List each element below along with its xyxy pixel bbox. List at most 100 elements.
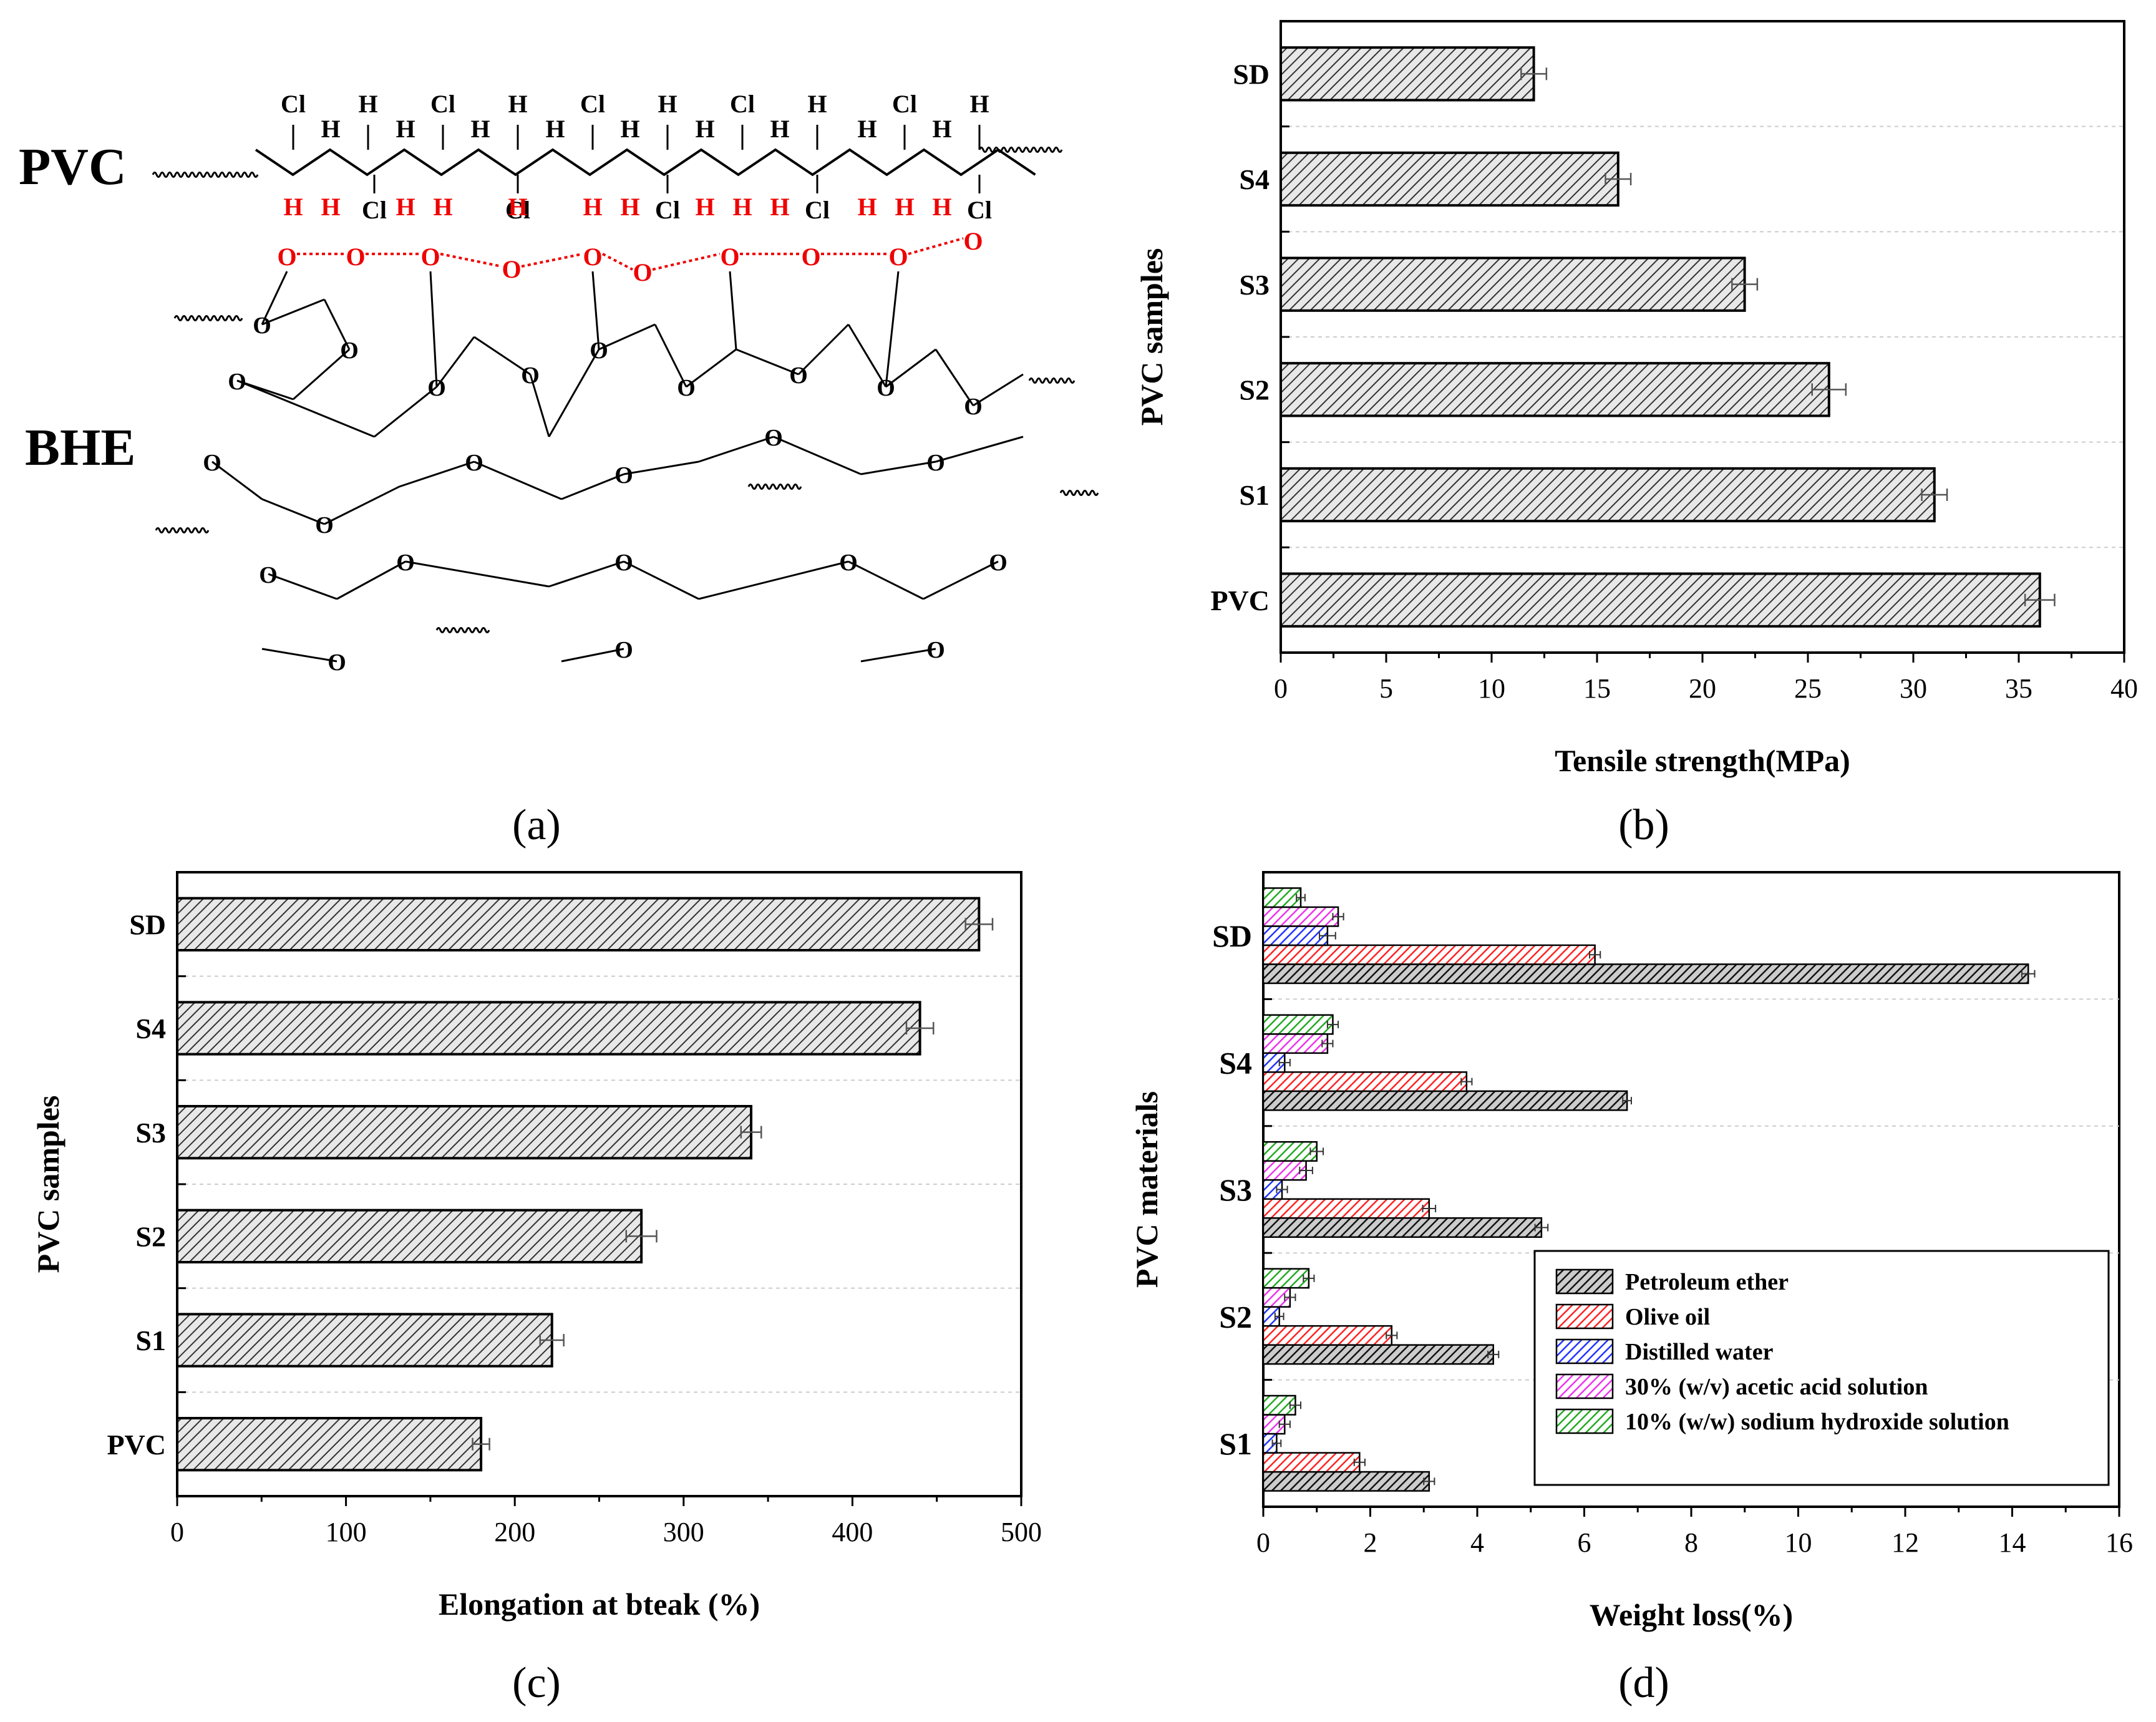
atom-o-red: O bbox=[277, 243, 296, 271]
atom-o: O bbox=[614, 550, 633, 576]
x-tick-label: 10 bbox=[1785, 1527, 1812, 1558]
atom-o: O bbox=[203, 450, 221, 476]
ester-bond bbox=[324, 485, 400, 525]
atom-o: O bbox=[614, 637, 633, 663]
x-tick-label: 35 bbox=[2005, 673, 2032, 704]
ester-bond bbox=[729, 271, 737, 350]
atom-h: H bbox=[695, 115, 714, 143]
chain-end bbox=[1028, 377, 1076, 384]
atom-h-red: H bbox=[508, 193, 527, 221]
bar-petroleum-ether bbox=[1262, 1471, 1430, 1492]
legend-entry: 10% (w/w) sodium hydroxide solution bbox=[1625, 1409, 2009, 1435]
bar bbox=[1280, 46, 1535, 102]
y-tick-label: SD bbox=[1233, 58, 1270, 90]
x-tick-label: 5 bbox=[1379, 673, 1393, 704]
atom-top: Cl bbox=[430, 90, 455, 118]
y-tick-label: S1 bbox=[135, 1325, 166, 1356]
y-axis-label: PVC samples bbox=[31, 1096, 66, 1273]
atom-o: O bbox=[328, 649, 346, 676]
atom-o: O bbox=[259, 562, 278, 588]
ester-bond bbox=[236, 379, 375, 438]
legend-entry: Olive oil bbox=[1625, 1304, 1710, 1330]
atom-h: H bbox=[770, 115, 789, 143]
ester-bond bbox=[323, 299, 351, 350]
x-tick-label: 14 bbox=[1999, 1527, 2026, 1558]
x-tick-label: 30 bbox=[1900, 673, 1927, 704]
atom-h-red: H bbox=[770, 193, 789, 221]
y-tick-label: PVC bbox=[107, 1429, 166, 1461]
atom-o: O bbox=[340, 338, 359, 364]
atom-top: H bbox=[807, 90, 827, 118]
atom-cl: Cl bbox=[362, 196, 387, 224]
ester-bond bbox=[698, 560, 849, 600]
caption-c: (c) bbox=[512, 1659, 561, 1707]
y-tick-label: S3 bbox=[1239, 269, 1270, 301]
x-tick-label: 300 bbox=[663, 1517, 704, 1547]
chain-end-left bbox=[152, 172, 259, 178]
atom-o-red: O bbox=[720, 243, 739, 271]
x-tick-label: 500 bbox=[1001, 1517, 1042, 1547]
atom-o-red: O bbox=[502, 255, 521, 283]
x-tick-label: 8 bbox=[1684, 1527, 1698, 1558]
ester-bond bbox=[268, 573, 337, 600]
ester-bond bbox=[847, 324, 887, 387]
y-tick-label: S1 bbox=[1219, 1426, 1252, 1461]
y-tick-label: S4 bbox=[135, 1013, 166, 1044]
legend-entry: Distilled water bbox=[1625, 1339, 1774, 1365]
atom-o-red: O bbox=[888, 243, 908, 271]
atom-o-red: O bbox=[633, 258, 652, 286]
x-tick-label: 12 bbox=[1891, 1527, 1919, 1558]
x-tick-label: 100 bbox=[326, 1517, 367, 1547]
atom-h: H bbox=[620, 115, 639, 143]
caption-b: (b) bbox=[1618, 801, 1669, 849]
atom-h: H bbox=[470, 115, 490, 143]
legend-swatch bbox=[1555, 1303, 1614, 1330]
x-tick-label: 6 bbox=[1578, 1527, 1591, 1558]
ester-bond bbox=[686, 348, 737, 388]
atom-o: O bbox=[964, 394, 983, 420]
x-axis-label: Weight loss(%) bbox=[1590, 1597, 1793, 1632]
atom-top: H bbox=[508, 90, 527, 118]
ester-bond bbox=[623, 460, 699, 475]
atom-h: H bbox=[857, 115, 876, 143]
x-axis-label: Tensile strength(MPa) bbox=[1555, 743, 1850, 778]
legend-swatch bbox=[1555, 1268, 1614, 1295]
atom-o: O bbox=[876, 375, 895, 401]
legend-swatch bbox=[1555, 1408, 1614, 1434]
ester-bond bbox=[973, 373, 1024, 407]
atom-h-red: H bbox=[433, 193, 452, 221]
caption-d: (d) bbox=[1618, 1659, 1669, 1707]
ester-bond bbox=[293, 348, 350, 401]
bar-10-w-w-sodium-hydroxide-solution bbox=[1262, 1141, 1318, 1162]
atom-cl: Cl bbox=[655, 196, 680, 224]
y-tick-label: PVC bbox=[1210, 585, 1270, 616]
legend-entry: 30% (w/v) acetic acid solution bbox=[1625, 1374, 1928, 1400]
atom-h-red: H bbox=[695, 193, 714, 221]
bar-olive-oil bbox=[1262, 944, 1596, 965]
ester-bond bbox=[548, 349, 600, 437]
chart-weight-loss: 0 2 4 6 8 10 12 14 16 SD S4 S3 S2 S1 Weight loss(%) PVC… bbox=[1129, 871, 2133, 1632]
x-tick-label: 2 bbox=[1364, 1527, 1377, 1558]
x-tick-label: 20 bbox=[1689, 673, 1716, 704]
ester-bond bbox=[935, 349, 974, 406]
bar bbox=[1280, 362, 1830, 417]
bar-10-w-w-sodium-hydroxide-solution bbox=[1262, 1014, 1334, 1035]
bar-30-w-v-acetic-acid-solution bbox=[1262, 1033, 1329, 1054]
caption-a: (a) bbox=[512, 801, 561, 849]
chain-end bbox=[435, 627, 490, 633]
x-tick-label: 400 bbox=[832, 1517, 873, 1547]
atom-h-red: H bbox=[932, 193, 951, 221]
molecule-drawing: Cl H Cl H Cl H Cl H Cl HH H H H H H H H HCl Cl Cl Cl ClH H H H H H… bbox=[152, 90, 1099, 676]
bar-30-w-v-acetic-acid-solution bbox=[1262, 906, 1339, 927]
hydrogen-bond bbox=[652, 253, 721, 271]
ester-bond bbox=[561, 473, 624, 500]
ester-bond bbox=[529, 374, 550, 437]
ester-bond bbox=[336, 560, 406, 600]
bar bbox=[176, 1209, 643, 1263]
atom-h-red: H bbox=[396, 193, 415, 221]
atom-h: H bbox=[396, 115, 415, 143]
atom-h-red: H bbox=[732, 193, 752, 221]
atom-top: H bbox=[358, 90, 377, 118]
hydrogen-bond bbox=[908, 237, 964, 255]
bar bbox=[1280, 572, 2041, 628]
